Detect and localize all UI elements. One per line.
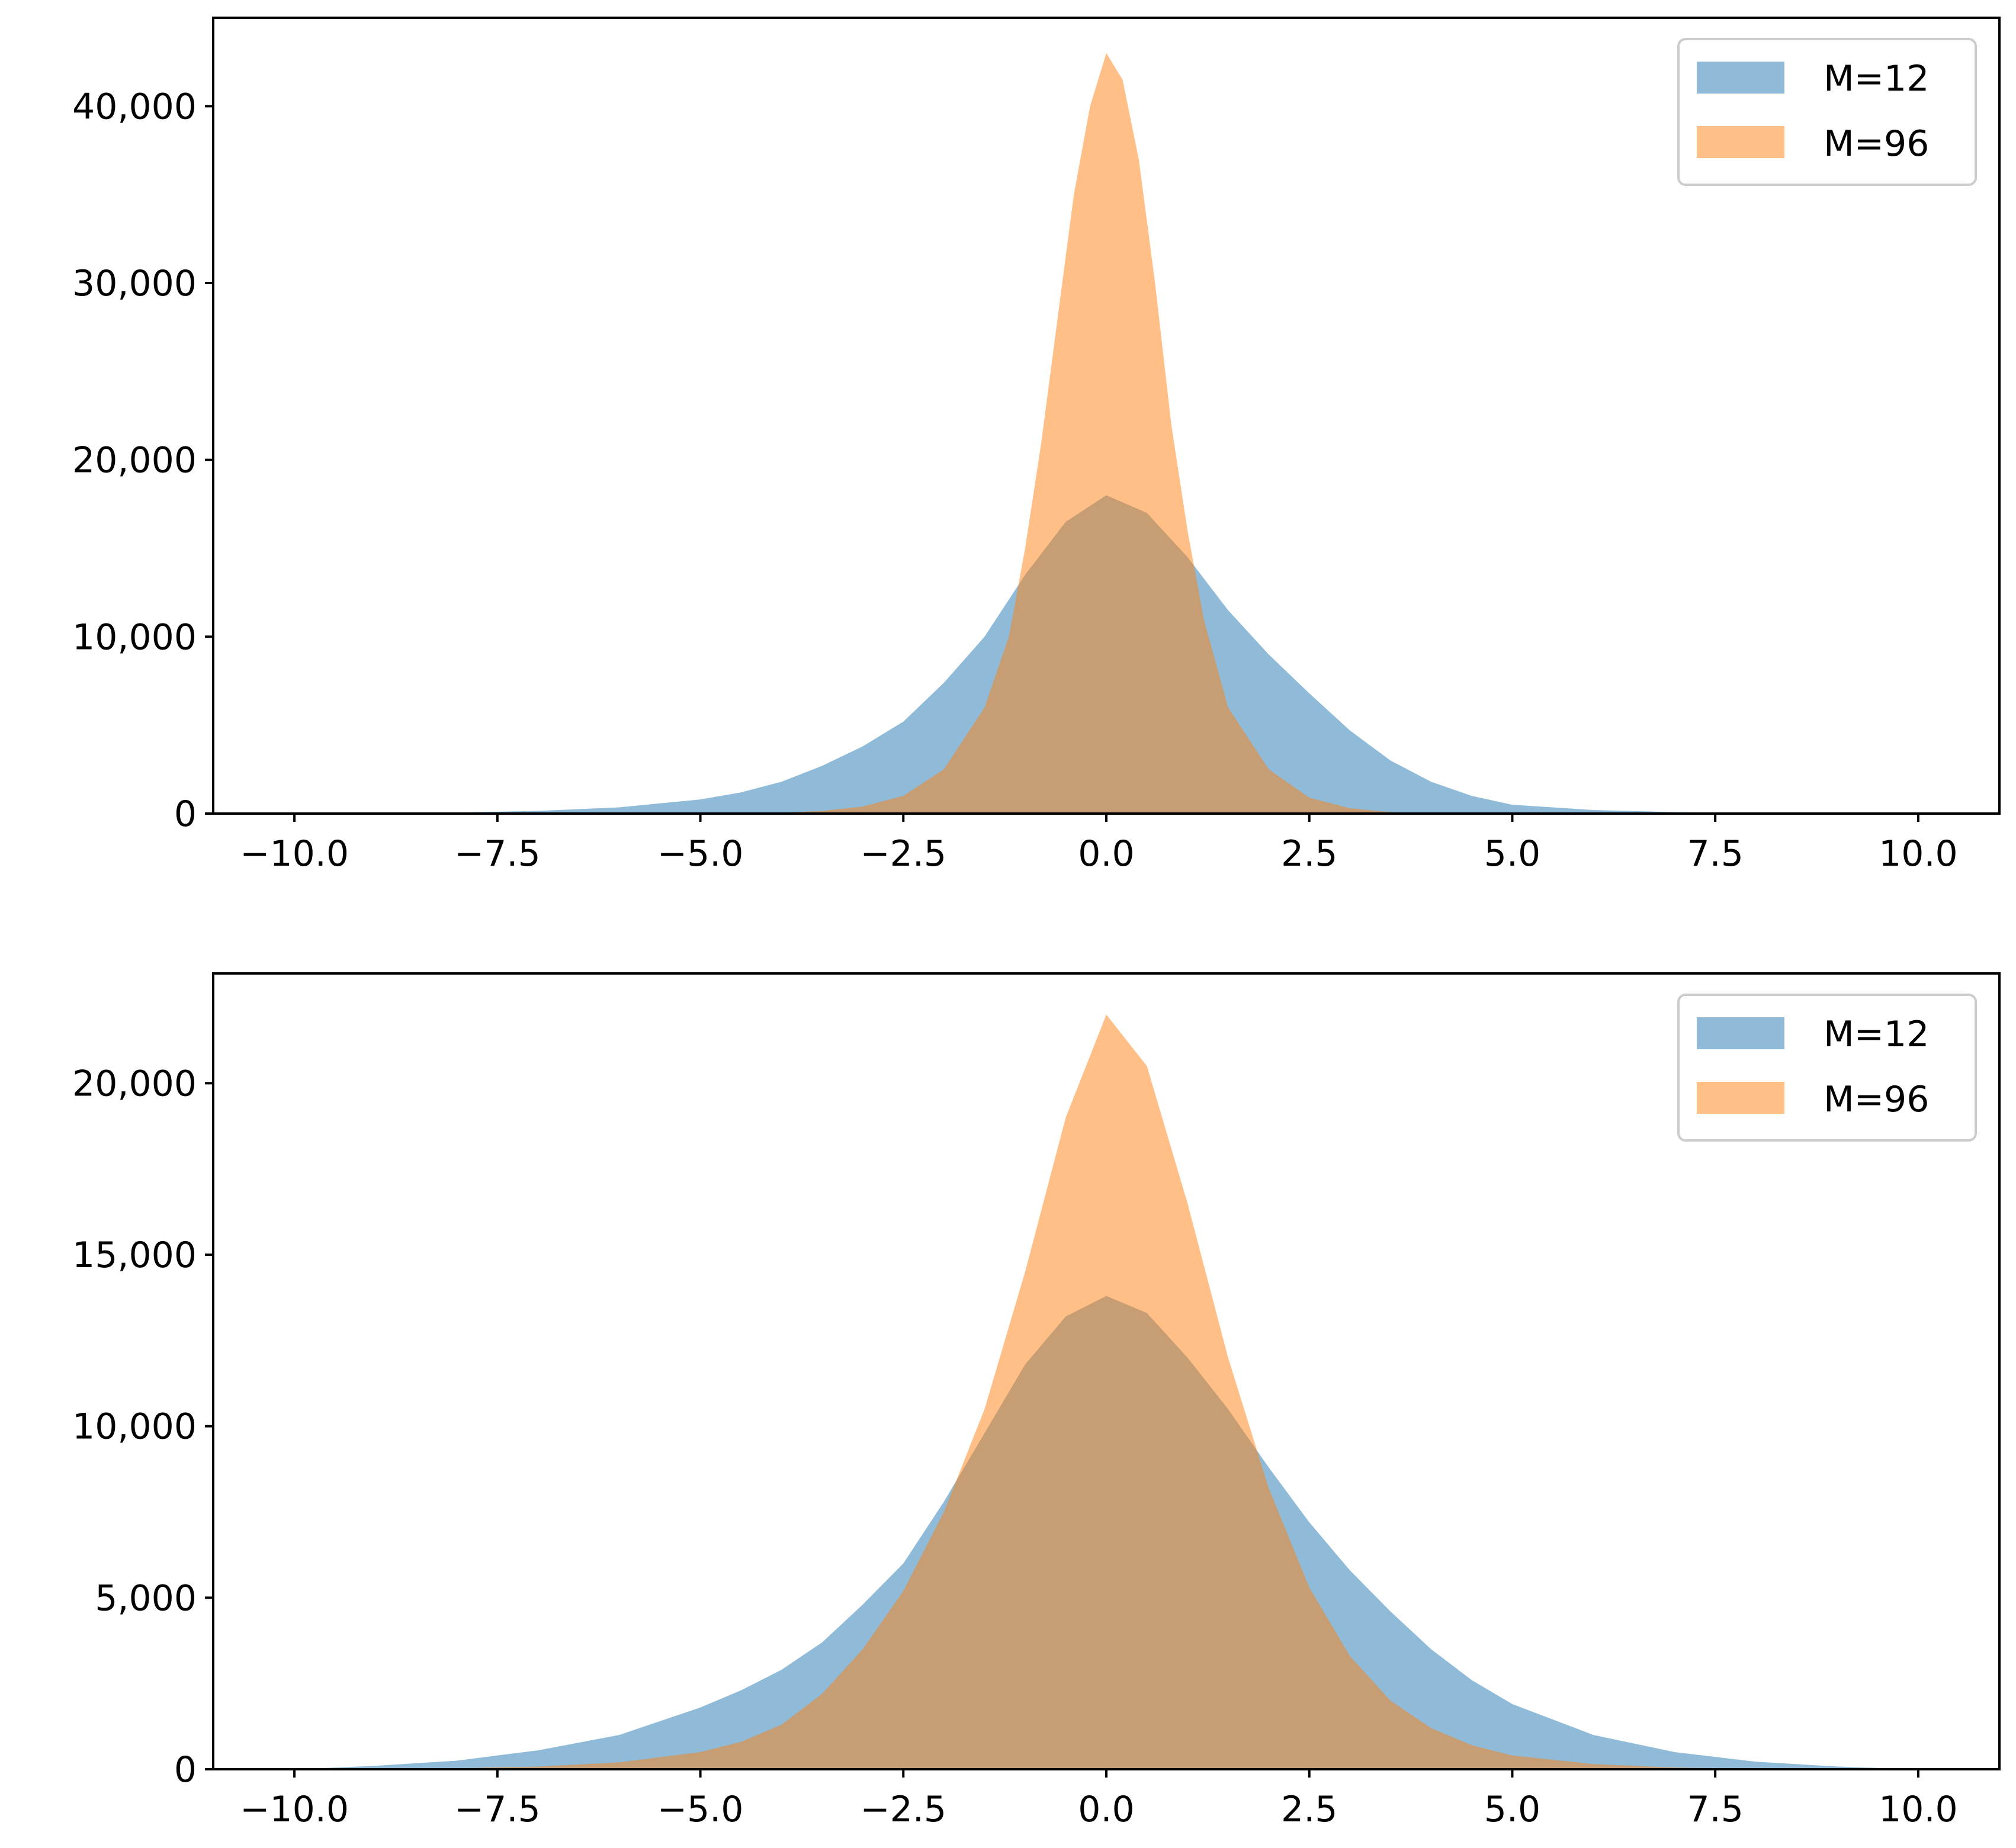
bottom-x-tick-label: 10.0	[1879, 1789, 1958, 1830]
top-histogram-panel: −10.0 −7.5 −5.0 −2.5 0.0 2.5 5.0 7.5 10.0 0 10,000…	[72, 17, 2001, 875]
bottom-y-tick-label: 15,000	[72, 1235, 197, 1276]
bottom-legend-swatch-m96	[1697, 1082, 1784, 1114]
bottom-x-tick-label: 5.0	[1484, 1789, 1540, 1830]
top-y-tick-label: 40,000	[72, 86, 197, 127]
bottom-legend-swatch-m12	[1697, 1017, 1784, 1049]
bottom-y-tick-label: 20,000	[72, 1063, 197, 1104]
top-x-tick-label: 0.0	[1078, 833, 1134, 875]
bottom-x-tick-label: 7.5	[1687, 1789, 1743, 1830]
top-y-tick-label: 30,000	[72, 263, 197, 304]
top-x-tick-label: 7.5	[1687, 833, 1743, 875]
top-x-tick-label: −7.5	[454, 833, 541, 875]
bottom-x-tick-label: −5.0	[657, 1789, 744, 1830]
bottom-y-tick-label: 10,000	[72, 1406, 197, 1448]
top-x-tick-label: −2.5	[860, 833, 946, 875]
top-series-layer	[294, 53, 1918, 814]
bottom-x-tick-label: 0.0	[1078, 1789, 1134, 1830]
bottom-legend-label-m96: M=96	[1824, 1079, 1929, 1120]
top-x-tick-label: 5.0	[1484, 833, 1540, 875]
top-x-tick-label: −5.0	[657, 833, 744, 875]
top-legend-label-m12: M=12	[1824, 58, 1929, 99]
bottom-x-tick-label: −2.5	[860, 1789, 946, 1830]
top-x-tick-label: 2.5	[1281, 833, 1337, 875]
top-legend-label-m96: M=96	[1824, 123, 1929, 165]
bottom-histogram-m96	[294, 1014, 1918, 1769]
top-histogram-m96	[294, 53, 1918, 814]
bottom-legend-label-m12: M=12	[1824, 1014, 1929, 1055]
bottom-x-tick-label: −10.0	[240, 1789, 349, 1830]
bottom-series-layer	[294, 1014, 1918, 1769]
top-x-tick-label: −10.0	[240, 833, 349, 875]
top-legend-swatch-m96	[1697, 126, 1784, 158]
bottom-x-tick-label: −7.5	[454, 1789, 541, 1830]
top-legend: M=12 M=96	[1677, 38, 1977, 186]
top-y-tick-label: 0	[174, 793, 197, 835]
bottom-histogram-panel: −10.0 −7.5 −5.0 −2.5 0.0 2.5 5.0 7.5 10.0 0 5,000 1…	[72, 972, 2001, 1830]
top-y-tick-label: 10,000	[72, 616, 197, 658]
top-ticks-layer: −10.0 −7.5 −5.0 −2.5 0.0 2.5 5.0 7.5 10.0 0 10,000…	[72, 86, 1958, 875]
bottom-x-tick-label: 2.5	[1281, 1789, 1337, 1830]
top-y-tick-label: 20,000	[72, 440, 197, 481]
top-x-tick-label: 10.0	[1879, 833, 1958, 875]
bottom-legend: M=12 M=96	[1677, 994, 1977, 1142]
bottom-y-tick-label: 0	[174, 1749, 197, 1791]
bottom-y-tick-label: 5,000	[95, 1577, 197, 1619]
top-legend-swatch-m12	[1697, 62, 1784, 94]
bottom-ticks-layer: −10.0 −7.5 −5.0 −2.5 0.0 2.5 5.0 7.5 10.0 0 5,000 1…	[72, 1063, 1958, 1830]
